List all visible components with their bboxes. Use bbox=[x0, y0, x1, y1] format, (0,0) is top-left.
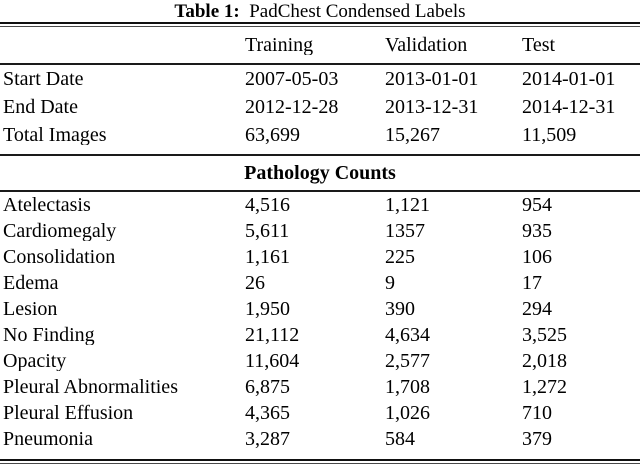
row-training-value: 26 bbox=[245, 273, 265, 293]
row-validation-value: 584 bbox=[385, 429, 415, 449]
header-validation: Validation bbox=[385, 35, 468, 55]
row-label: Opacity bbox=[3, 351, 67, 371]
row-training-value: 1,950 bbox=[245, 299, 290, 319]
table-row: Opacity 11,604 2,577 2,018 bbox=[0, 348, 640, 374]
row-validation-value: 9 bbox=[385, 273, 395, 293]
row-training-value: 4,365 bbox=[245, 403, 290, 423]
section-top-rule bbox=[0, 154, 640, 156]
table-row: Pleural Abnormalities 6,875 1,708 1,272 bbox=[0, 374, 640, 400]
row-training-value: 2007-05-03 bbox=[245, 69, 339, 89]
row-label: Pneumonia bbox=[3, 429, 93, 449]
row-training-value: 5,611 bbox=[245, 221, 290, 241]
table-row: Start Date 2007-05-03 2013-01-01 2014-01… bbox=[0, 65, 640, 93]
table-row: Pleural Effusion 4,365 1,026 710 bbox=[0, 400, 640, 426]
table-row: Edema 26 9 17 bbox=[0, 270, 640, 296]
top-rule bbox=[0, 22, 640, 27]
table-row: Pneumonia 3,287 584 379 bbox=[0, 426, 640, 452]
row-test-value: 2,018 bbox=[522, 351, 567, 371]
row-validation-value: 225 bbox=[385, 247, 415, 267]
row-validation-value: 15,267 bbox=[385, 125, 440, 145]
row-validation-value: 1,121 bbox=[385, 195, 430, 215]
section-bottom-rule bbox=[0, 190, 640, 192]
row-label: Lesion bbox=[3, 299, 58, 319]
row-test-value: 935 bbox=[522, 221, 552, 241]
header-rule bbox=[0, 63, 640, 65]
row-training-value: 63,699 bbox=[245, 125, 300, 145]
row-validation-value: 390 bbox=[385, 299, 415, 319]
row-label: Total Images bbox=[3, 125, 107, 145]
table-caption-number: Table 1: bbox=[174, 1, 240, 22]
row-test-value: 294 bbox=[522, 299, 552, 319]
row-label: End Date bbox=[3, 97, 78, 117]
row-validation-value: 4,634 bbox=[385, 325, 430, 345]
table-row: Consolidation 1,161 225 106 bbox=[0, 244, 640, 270]
row-training-value: 4,516 bbox=[245, 195, 290, 215]
row-test-value: 379 bbox=[522, 429, 552, 449]
bottom-gap bbox=[0, 452, 640, 459]
table-row: Atelectasis 4,516 1,121 954 bbox=[0, 192, 640, 218]
row-label: Atelectasis bbox=[3, 195, 91, 215]
row-test-value: 1,272 bbox=[522, 377, 567, 397]
row-test-value: 954 bbox=[522, 195, 552, 215]
row-validation-value: 1357 bbox=[385, 221, 425, 241]
table-caption-text: PadChest Condensed Labels bbox=[249, 1, 466, 22]
section-header: Pathology Counts bbox=[244, 162, 396, 184]
row-validation-value: 1,708 bbox=[385, 377, 430, 397]
row-test-value: 2014-12-31 bbox=[522, 97, 616, 117]
row-training-value: 3,287 bbox=[245, 429, 290, 449]
header-test: Test bbox=[522, 35, 556, 55]
header-training: Training bbox=[245, 35, 314, 55]
row-validation-value: 2013-01-01 bbox=[385, 69, 479, 89]
table-row: End Date 2012-12-28 2013-12-31 2014-12-3… bbox=[0, 93, 640, 121]
row-label: Consolidation bbox=[3, 247, 116, 267]
row-test-value: 710 bbox=[522, 403, 552, 423]
row-label: Cardiomegaly bbox=[3, 221, 117, 241]
table-caption: Table 1: PadChest Condensed Labels bbox=[0, 0, 640, 22]
row-test-value: 17 bbox=[522, 273, 542, 293]
row-validation-value: 1,026 bbox=[385, 403, 430, 423]
row-training-value: 6,875 bbox=[245, 377, 290, 397]
row-training-value: 1,161 bbox=[245, 247, 290, 267]
column-header-row: Training Validation Test bbox=[0, 27, 640, 63]
row-label: No Finding bbox=[3, 325, 95, 345]
row-test-value: 11,509 bbox=[522, 125, 577, 145]
row-training-value: 2012-12-28 bbox=[245, 97, 339, 117]
row-label: Edema bbox=[3, 273, 59, 293]
table-row: Total Images 63,699 15,267 11,509 bbox=[0, 121, 640, 149]
table-row: Lesion 1,950 390 294 bbox=[0, 296, 640, 322]
row-training-value: 21,112 bbox=[245, 325, 300, 345]
row-label: Start Date bbox=[3, 69, 84, 89]
row-test-value: 2014-01-01 bbox=[522, 69, 616, 89]
row-label: Pleural Effusion bbox=[3, 403, 134, 423]
row-training-value: 11,604 bbox=[245, 351, 300, 371]
row-test-value: 106 bbox=[522, 247, 552, 267]
row-validation-value: 2,577 bbox=[385, 351, 430, 371]
table-row: No Finding 21,112 4,634 3,525 bbox=[0, 322, 640, 348]
row-label: Pleural Abnormalities bbox=[3, 377, 178, 397]
row-test-value: 3,525 bbox=[522, 325, 567, 345]
table-row: Cardiomegaly 5,611 1357 935 bbox=[0, 218, 640, 244]
row-validation-value: 2013-12-31 bbox=[385, 97, 479, 117]
bottom-rule bbox=[0, 459, 640, 464]
